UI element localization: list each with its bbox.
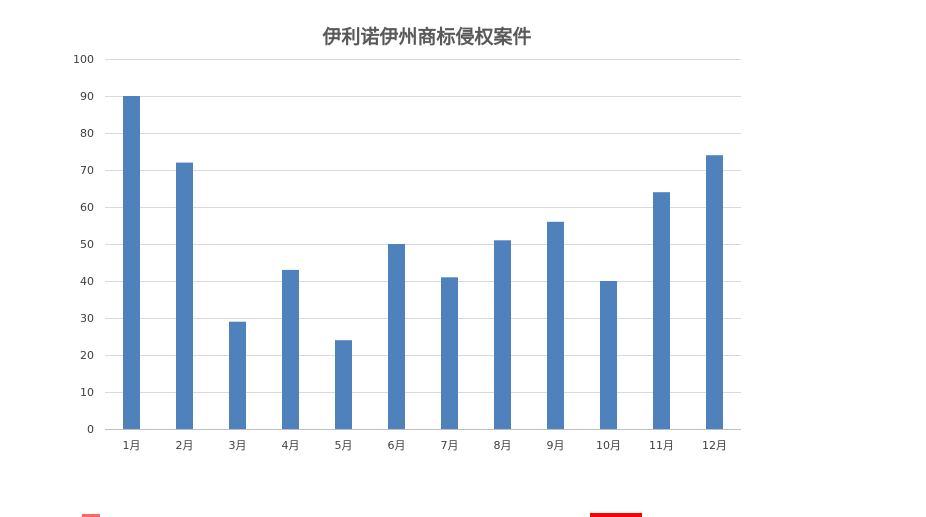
cropped-red-text-fragment [590, 513, 642, 517]
bar [335, 340, 352, 429]
y-tick-label: 0 [87, 423, 94, 436]
x-tick-label: 5月 [335, 439, 353, 452]
bar [600, 281, 617, 429]
y-tick-label: 10 [80, 386, 94, 399]
bar [282, 269, 299, 429]
x-tick-label: 11月 [649, 439, 674, 452]
x-tick-label: 9月 [547, 439, 565, 452]
y-tick-label: 90 [80, 90, 94, 103]
bar [494, 240, 511, 429]
y-tick-label: 80 [80, 127, 94, 140]
y-tick-label: 70 [80, 164, 94, 177]
x-tick-label: 1月 [123, 439, 141, 452]
x-tick-label: 8月 [494, 439, 512, 452]
bar [123, 96, 140, 429]
bar [653, 192, 670, 429]
y-tick-label: 40 [80, 275, 94, 288]
x-tick-label: 12月 [702, 439, 727, 452]
bar [229, 321, 246, 429]
x-tick-label: 2月 [176, 439, 194, 452]
chart-title: 伊利诺伊州商标侵权案件 [322, 26, 532, 48]
x-tick-label: 6月 [388, 439, 406, 452]
bar [441, 277, 458, 429]
bar [706, 155, 723, 429]
bar [388, 244, 405, 429]
y-tick-label: 20 [80, 349, 94, 362]
x-tick-label: 3月 [229, 439, 247, 452]
bar [176, 162, 193, 429]
y-tick-label: 30 [80, 312, 94, 325]
x-tick-label: 4月 [282, 439, 300, 452]
bar [547, 221, 564, 429]
cropped-red-text-fragment [82, 514, 100, 517]
y-tick-label: 100 [73, 53, 94, 66]
x-tick-label: 7月 [441, 439, 459, 452]
y-tick-label: 50 [80, 238, 94, 251]
y-tick-label: 60 [80, 201, 94, 214]
x-tick-label: 10月 [596, 439, 621, 452]
